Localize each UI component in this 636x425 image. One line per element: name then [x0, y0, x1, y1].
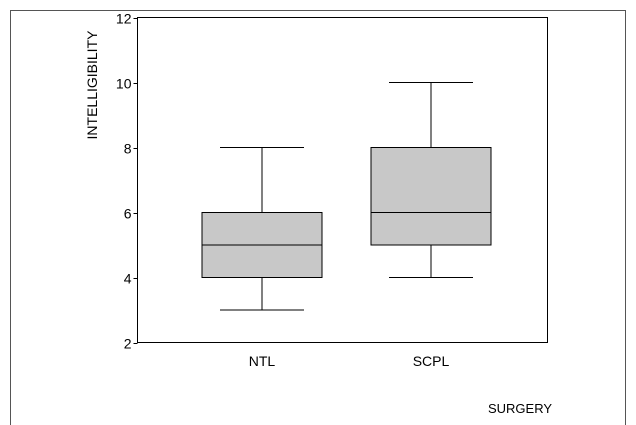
box-series — [201, 82, 492, 311]
plot-area — [137, 17, 548, 343]
y-tick-label: 8 — [124, 141, 132, 157]
y-axis-ticks: 2 4 6 8 10 12 — [116, 11, 138, 352]
y-tick-label: 2 — [124, 336, 132, 352]
y-tick-label: 6 — [124, 206, 132, 222]
y-axis-label: INTELLIGIBILITY — [84, 30, 100, 140]
box-scpl — [370, 82, 492, 278]
x-axis-label: SURGERY — [488, 401, 552, 416]
x-axis-ticks: NTL SCPL — [249, 353, 450, 369]
box-ntl — [201, 147, 323, 311]
y-tick-label: 10 — [116, 76, 132, 92]
x-tick-label: NTL — [249, 353, 276, 369]
figure-border — [10, 10, 626, 425]
y-tick-label: 12 — [116, 11, 132, 27]
x-tick-label: SCPL — [413, 353, 450, 369]
y-tick-label: 4 — [124, 271, 132, 287]
iqr-box — [370, 147, 492, 246]
